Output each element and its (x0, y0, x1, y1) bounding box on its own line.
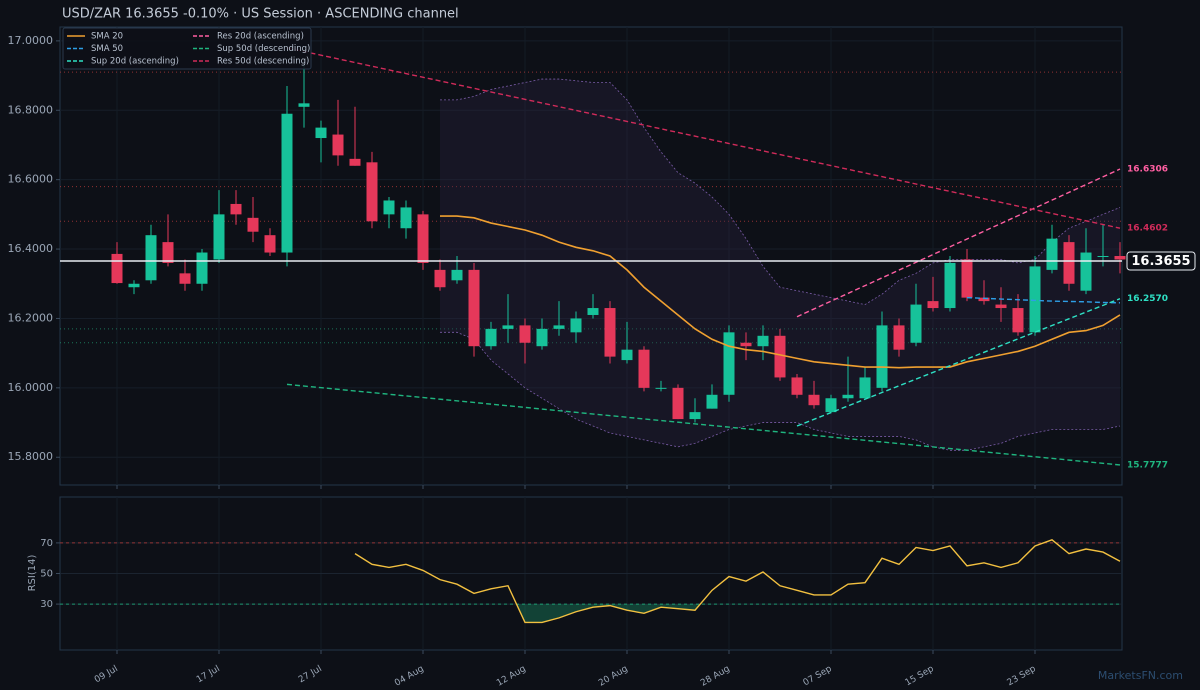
y-tick-label: 15.8000 (8, 450, 54, 463)
series-line (966, 296, 1121, 304)
y-tick-label: 16.2000 (8, 311, 54, 324)
series-line (286, 47, 1121, 229)
candle-body (536, 328, 548, 347)
candle-body (162, 242, 174, 263)
legend-box (62, 27, 312, 70)
y-tick-label: 16.6000 (8, 173, 54, 186)
candle-body (451, 269, 463, 281)
candle-body (502, 325, 514, 329)
candle-body (961, 259, 973, 298)
candle-body (179, 273, 191, 284)
candle-body (230, 203, 242, 215)
candle-body (349, 158, 361, 166)
last-price-box (1126, 251, 1196, 271)
y-tick-label: 50 (40, 569, 53, 580)
candle-body (638, 349, 650, 388)
candle-body (706, 394, 718, 409)
candle-body (111, 253, 123, 284)
candle-body (621, 349, 633, 361)
candle-body (1097, 256, 1109, 257)
end-label: 16.6306 (1127, 165, 1168, 175)
candle-body (689, 412, 701, 420)
legend-label: Res 20d (ascending) (217, 32, 304, 42)
candle-body (944, 262, 956, 309)
candle-body (791, 377, 803, 395)
candle-body (808, 394, 820, 406)
candle-body (145, 235, 157, 281)
legend-label: Res 50d (descending) (217, 57, 309, 67)
candle-body (400, 207, 412, 229)
candle-body (774, 335, 786, 378)
y-tick-label: 16.0000 (8, 381, 54, 394)
legend-label: SMA 20 (91, 32, 123, 42)
candle-body (1012, 308, 1024, 333)
candle-body (1080, 252, 1092, 291)
y-tick-label: 16.8000 (8, 103, 54, 116)
legend-label: Sup 50d (descending) (217, 44, 310, 54)
candle-body (995, 304, 1007, 309)
rsi-axis-label: RSI(14) (27, 555, 38, 592)
candle-body (298, 103, 310, 107)
candle-body (315, 127, 327, 139)
candle-body (893, 325, 905, 350)
candle-body (383, 200, 395, 215)
y-tick-label: 17.0000 (8, 34, 54, 47)
watermark: MarketsFN.com (1098, 669, 1183, 682)
legend-label: Sup 20d (ascending) (91, 57, 179, 67)
candle-body (587, 308, 599, 315)
candle-body (910, 304, 922, 343)
candle-body (264, 235, 276, 253)
end-label: 16.4602 (1127, 224, 1168, 234)
y-tick-label: 16.4000 (8, 242, 54, 255)
candle-body (485, 328, 497, 347)
rsi-line (354, 539, 1121, 624)
candle-body (332, 134, 344, 156)
candle-body (1063, 242, 1075, 284)
candle-body (672, 387, 684, 420)
candle-body (927, 301, 939, 309)
rsi-oversold-fill (355, 604, 1120, 623)
band-upper (440, 78, 1121, 305)
end-label: 16.2570 (1127, 294, 1168, 304)
candle-body (553, 325, 565, 329)
candle-body (281, 113, 293, 253)
series-line (796, 298, 1121, 427)
candle-body (213, 214, 225, 260)
band-lower (440, 331, 1121, 451)
candle-body (570, 318, 582, 333)
candle-body (366, 162, 378, 222)
candle-body (723, 332, 735, 395)
end-label: 15.7777 (1127, 460, 1168, 470)
last-price-label: 16.3655 (1131, 254, 1190, 269)
candle-body (417, 214, 429, 263)
candle-body (1029, 266, 1041, 333)
candle-body (978, 297, 990, 302)
series-line (440, 215, 1121, 369)
chart-title: USD/ZAR 16.3655 -0.10% · US Session · AS… (62, 7, 459, 22)
candle-body (604, 308, 616, 357)
candle-body (196, 252, 208, 284)
candle-body (1114, 256, 1126, 260)
candle-body (247, 217, 259, 232)
candle-body (859, 377, 871, 399)
candle-body (468, 269, 480, 347)
y-tick-label: 70 (40, 538, 53, 549)
candle-body (740, 342, 752, 347)
candle-body (842, 394, 854, 399)
candle-body (876, 325, 888, 388)
series-line (286, 383, 1121, 466)
y-tick-label: 30 (40, 599, 53, 610)
candle-body (128, 283, 140, 288)
candle-body (655, 387, 667, 389)
legend-label: SMA 50 (91, 44, 123, 54)
series-line (796, 168, 1121, 318)
candle-body (434, 269, 446, 288)
candle-body (519, 325, 531, 343)
candle-body (1046, 238, 1058, 270)
candle-body (825, 398, 837, 413)
candle-body (757, 335, 769, 347)
